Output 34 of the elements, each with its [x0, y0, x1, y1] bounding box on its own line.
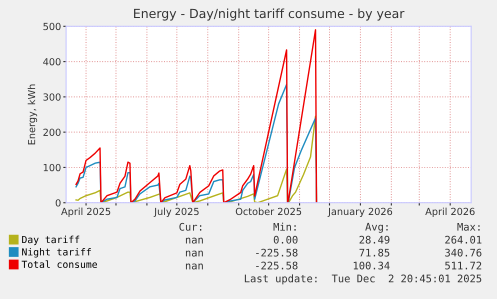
text: Min: — [274, 222, 296, 231]
y-tick-label: 100 — [44, 164, 61, 172]
text: nan — [186, 264, 203, 270]
text: Max: — [457, 223, 480, 231]
text: 100.34 — [354, 262, 390, 270]
y-tick-label: 500 — [43, 22, 61, 30]
chart-title: Energy - Day/night tariff consume - by year — [134, 8, 404, 21]
text: 264.01 — [445, 236, 482, 244]
text: -225.58 — [256, 248, 298, 257]
text: Avg: — [365, 222, 388, 233]
text: 71.85 — [359, 248, 390, 257]
x-tick-label: April 2025 — [61, 208, 110, 217]
x-tick-label: April 2026 — [425, 208, 475, 217]
text: nan — [186, 250, 203, 257]
x-tick-label: January 2026 — [328, 208, 392, 217]
legend-label: Day tariff — [22, 236, 80, 246]
legend-label: Total consume — [22, 260, 98, 268]
text: Cur: — [179, 222, 202, 231]
y-axis-title: Energy, kWh — [28, 84, 38, 144]
text: nan — [186, 238, 203, 244]
text: 0.00 — [274, 236, 298, 244]
text: -225.58 — [256, 262, 298, 270]
x-tick-label: July 2025 — [154, 208, 199, 217]
line-series — [75, 29, 318, 203]
text: 340.76 — [445, 248, 482, 257]
legend-label: Night tariff — [22, 248, 91, 258]
text: 511.72 — [445, 262, 482, 270]
y-tick-label: 0 — [56, 199, 61, 207]
y-tick-label: 300 — [43, 93, 61, 101]
y-tick-label: 200 — [43, 128, 61, 136]
x-tick-label: October 2025 — [236, 208, 302, 216]
text: 28.49 — [360, 236, 390, 244]
text: Last update: Tue Dec 2 20:45:01 2025 — [244, 274, 482, 284]
y-tick-label: 400 — [43, 58, 61, 66]
